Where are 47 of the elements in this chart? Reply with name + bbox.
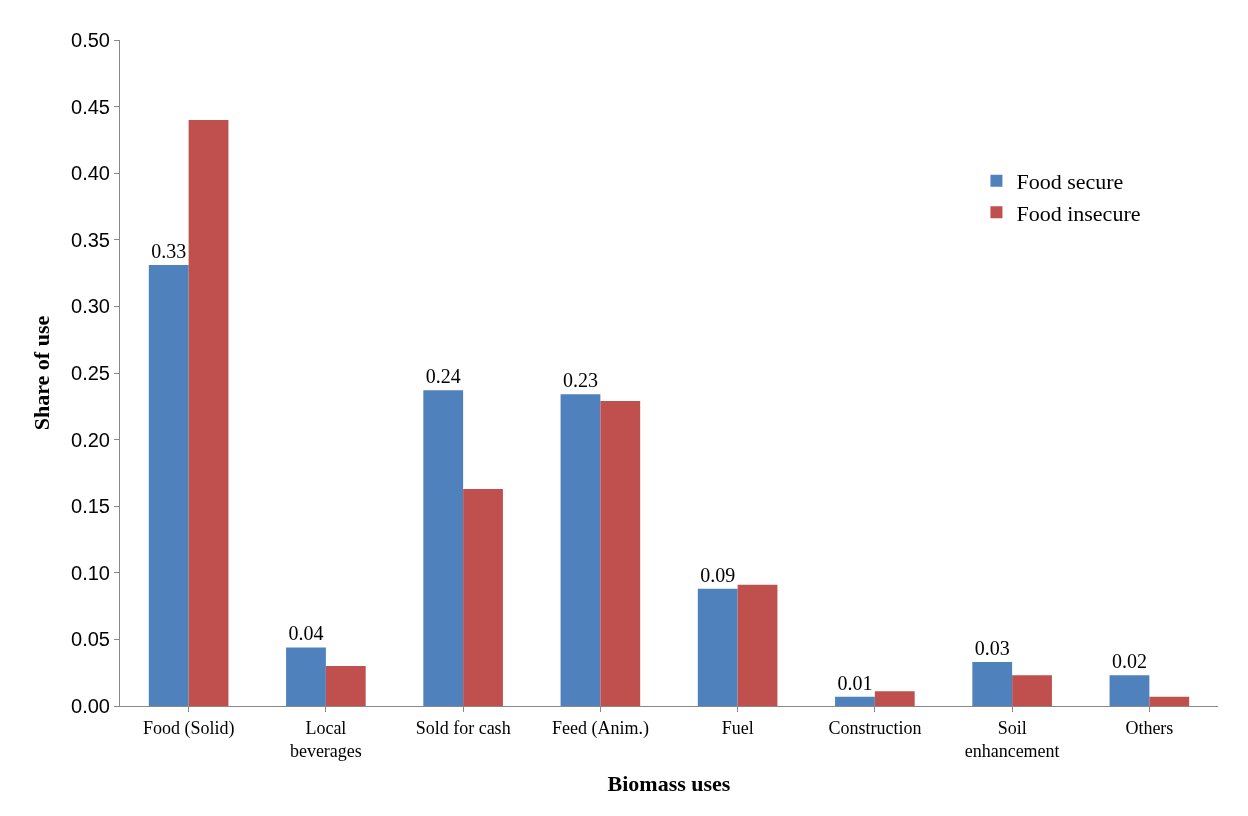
y-tick-label: 0.25 bbox=[71, 362, 110, 384]
x-axis-title: Biomass uses bbox=[607, 770, 731, 796]
bar bbox=[286, 647, 326, 706]
data-label: 0.09 bbox=[700, 563, 736, 586]
y-tick-label: 0.20 bbox=[71, 428, 110, 451]
y-tick-label: 0.30 bbox=[71, 295, 110, 318]
x-tick-label: Feed (Anim.) bbox=[551, 717, 649, 739]
data-label: 0.02 bbox=[1111, 650, 1147, 673]
x-tick-label: Sold for cash bbox=[415, 717, 511, 738]
data-label: 0.24 bbox=[425, 365, 461, 388]
legend-label: Food insecure bbox=[1016, 200, 1141, 226]
x-tick-label: Construction bbox=[828, 717, 922, 738]
bar bbox=[560, 394, 601, 706]
bar bbox=[835, 696, 875, 706]
bar bbox=[463, 488, 503, 706]
y-tick-label: 0.00 bbox=[71, 695, 110, 717]
bar bbox=[325, 666, 366, 706]
bar bbox=[1149, 696, 1190, 706]
bar bbox=[737, 584, 778, 706]
x-tick-label: Food (Solid) bbox=[142, 717, 235, 739]
bar bbox=[874, 691, 915, 706]
bar bbox=[1109, 675, 1150, 706]
y-tick-label: 0.50 bbox=[71, 29, 110, 51]
data-label: 0.23 bbox=[562, 369, 598, 392]
x-tick-label: Soil enhancement bbox=[964, 717, 1060, 761]
data-label: 0.01 bbox=[837, 671, 873, 694]
bar bbox=[697, 588, 738, 706]
x-tick-label: Fuel bbox=[721, 717, 754, 738]
x-tick-label: Others bbox=[1125, 717, 1174, 738]
y-tick-label: 0.40 bbox=[71, 162, 110, 185]
bar bbox=[600, 400, 641, 706]
y-tick-label: 0.45 bbox=[71, 95, 110, 118]
y-tick-label: 0.05 bbox=[71, 628, 110, 651]
y-axis-title: Share of use bbox=[28, 315, 54, 431]
bar bbox=[148, 265, 189, 706]
bar bbox=[423, 390, 464, 706]
data-label: 0.33 bbox=[151, 240, 187, 263]
legend-label: Food secure bbox=[1016, 169, 1124, 195]
bar bbox=[1012, 675, 1052, 706]
data-label: 0.03 bbox=[974, 637, 1010, 660]
y-tick-label: 0.15 bbox=[71, 495, 110, 518]
bar bbox=[188, 119, 229, 706]
bar bbox=[972, 662, 1013, 706]
y-tick-label: 0.35 bbox=[71, 228, 110, 251]
x-tick-label: Local beverages bbox=[289, 717, 362, 761]
y-tick-label: 0.10 bbox=[71, 561, 110, 584]
data-label: 0.04 bbox=[288, 622, 324, 645]
